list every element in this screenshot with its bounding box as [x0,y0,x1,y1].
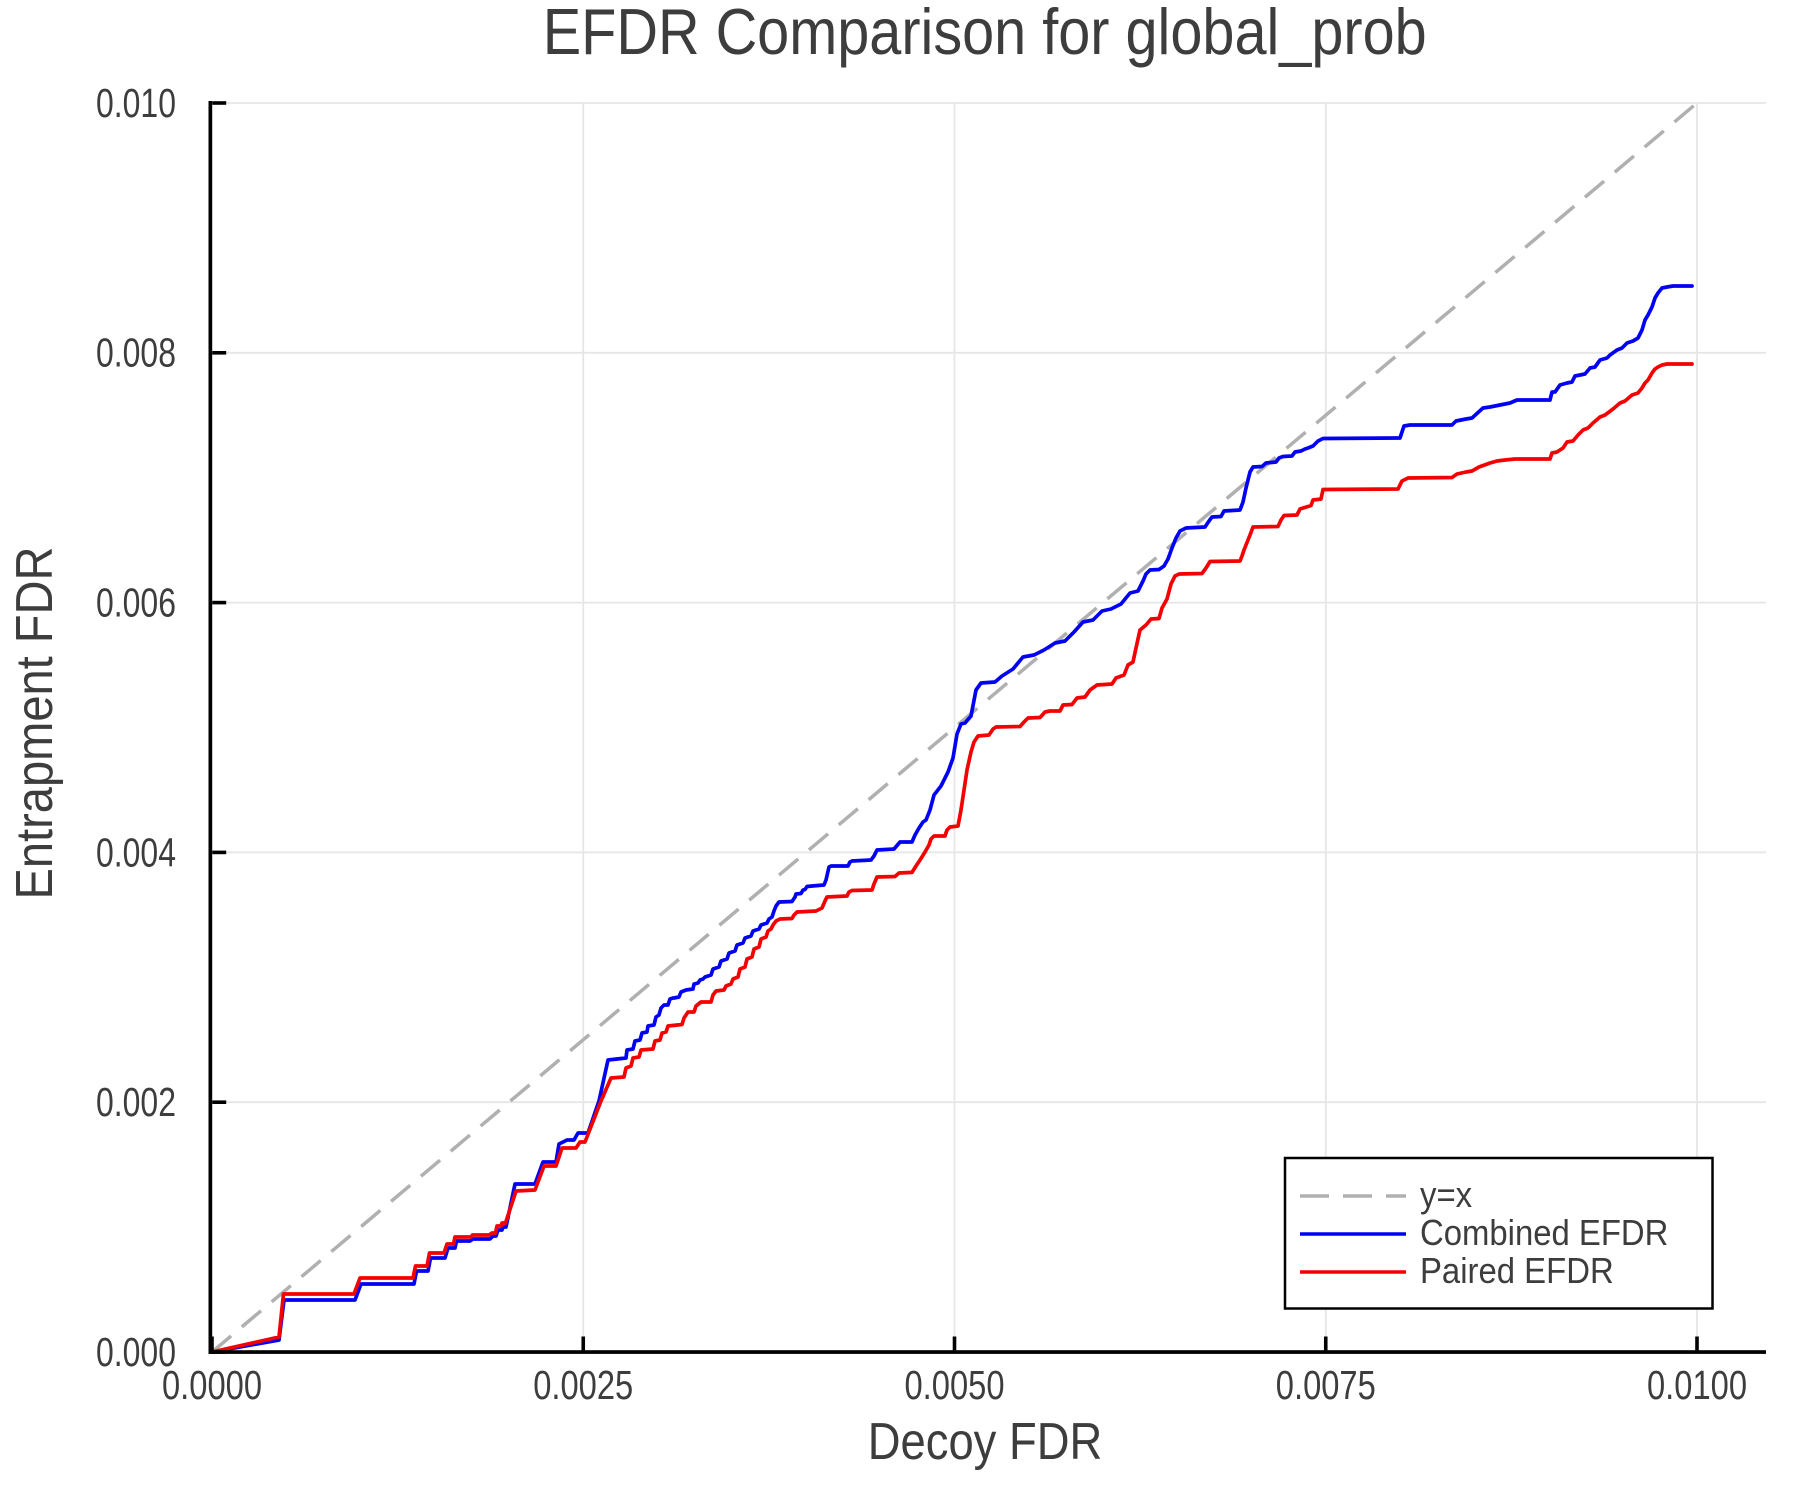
svg-text:0.0000: 0.0000 [162,1362,262,1408]
svg-text:Paired EFDR: Paired EFDR [1420,1250,1614,1291]
svg-text:0.0100: 0.0100 [1647,1362,1747,1408]
svg-text:y=x: y=x [1420,1174,1472,1215]
svg-text:0.008: 0.008 [96,330,176,376]
svg-text:Entrapment FDR: Entrapment FDR [6,547,64,900]
svg-text:0.006: 0.006 [96,580,176,626]
svg-text:0.0025: 0.0025 [533,1362,633,1408]
svg-text:EFDR Comparison for global_pro: EFDR Comparison for global_prob [543,0,1427,68]
svg-text:0.000: 0.000 [96,1329,176,1375]
svg-text:0.002: 0.002 [96,1079,176,1125]
svg-text:Combined EFDR: Combined EFDR [1420,1212,1668,1253]
svg-text:Decoy FDR: Decoy FDR [868,1413,1103,1471]
svg-text:0.0075: 0.0075 [1276,1362,1376,1408]
svg-text:0.004: 0.004 [96,829,176,875]
svg-text:0.0050: 0.0050 [905,1362,1005,1408]
svg-text:0.010: 0.010 [96,80,176,126]
